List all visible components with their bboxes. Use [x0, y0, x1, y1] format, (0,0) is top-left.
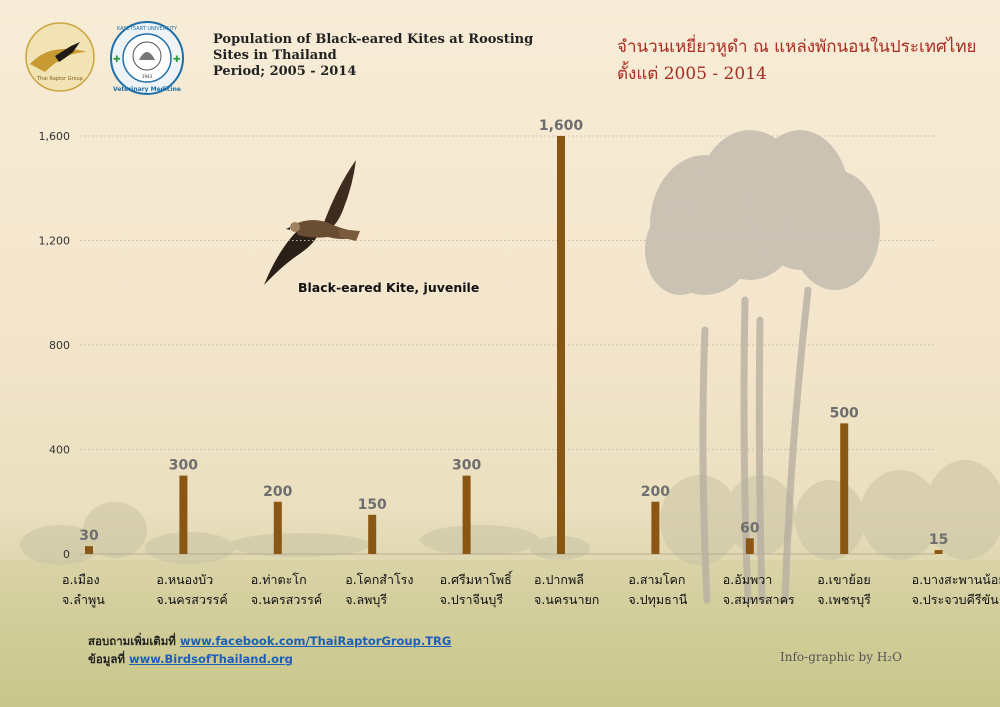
x-tick-label: อ.เมือง	[62, 572, 100, 587]
svg-text:✚: ✚	[113, 55, 121, 65]
value-label: 300	[169, 458, 198, 474]
x-tick-label: จ.ลพบุรี	[345, 592, 387, 608]
value-label: 1,600	[539, 118, 584, 134]
bar	[840, 423, 849, 554]
y-tick-label: 1,600	[39, 130, 71, 143]
bar	[85, 546, 93, 554]
title-en-line-1: Population of Black-eared Kites at Roost…	[213, 32, 534, 47]
x-tick-label: จ.ปทุมธานี	[628, 592, 687, 608]
value-label: 500	[830, 405, 859, 421]
infographic-credit: Info-graphic by H₂O	[780, 650, 902, 664]
bar	[368, 514, 377, 554]
x-tick-label: จ.นครนายก	[534, 592, 599, 607]
bar	[557, 136, 565, 554]
x-tick-label: อ.หนองบัว	[156, 572, 213, 587]
y-tick-label: 1,200	[39, 235, 71, 248]
birds-of-thailand-link[interactable]: www.BirdsofThailand.org	[129, 652, 293, 666]
svg-text:Thai Raptor Group: Thai Raptor Group	[36, 76, 83, 82]
value-label: 200	[263, 484, 292, 500]
gridlines	[80, 135, 935, 555]
svg-text:1943: 1943	[142, 74, 153, 79]
x-axis: อ.เมืองจ.ลำพูน อ.หนองบัวจ.นครสวรรค์ อ.ท่าต…	[62, 570, 1000, 608]
bars	[85, 136, 943, 554]
value-label: 60	[740, 520, 760, 536]
x-tick-label: อ.อัมพวา	[723, 572, 773, 587]
kasetsart-university-logo: KASETSART UNIVERSITY Veterinary Medicine…	[110, 21, 184, 95]
x-tick-label: จ.นครสวรรค์	[156, 592, 227, 607]
title-en-line-3: Period; 2005 - 2014	[213, 64, 357, 79]
x-tick-label: จ.ปราจีนบุรี	[440, 592, 504, 608]
title-th-line-1: จำนวนเหยี่ยวหูดำ ณ แหล่งพักนอนในประเทศไท…	[617, 37, 977, 57]
bar	[462, 475, 471, 554]
y-axis: 0 400 800 1,200 1,600	[39, 130, 71, 561]
title-english: Population of Black-eared Kites at Roost…	[213, 32, 533, 80]
x-tick-label: อ.บางสะพานน้อย	[912, 572, 1000, 587]
bar	[934, 550, 943, 554]
title-thai: จำนวนเหยี่ยวหูดำ ณ แหล่งพักนอนในประเทศไท…	[617, 34, 992, 88]
value-label: 15	[929, 532, 948, 548]
x-tick-label: จ.สมุทรสาคร	[723, 592, 795, 608]
thai-raptor-group-logo: Thai Raptor Group	[25, 22, 95, 92]
photo-caption: Black-eared Kite, juvenile	[298, 280, 480, 295]
x-tick-label: จ.ประจวบคีรีขันธ์	[912, 592, 1000, 607]
title-th-line-2: ตั้งแต่ 2005 - 2014	[617, 64, 767, 84]
bar	[651, 501, 660, 554]
x-tick-label: อ.โคกสำโรง	[345, 572, 413, 587]
value-label: 150	[358, 497, 387, 513]
svg-text:✚: ✚	[173, 55, 181, 65]
black-eared-kite-photo	[264, 160, 360, 285]
x-tick-label: จ.เพชรบุรี	[817, 592, 871, 608]
x-tick-label: อ.เขาย้อย	[817, 572, 870, 587]
y-tick-label: 800	[49, 339, 70, 352]
svg-text:KASETSART UNIVERSITY: KASETSART UNIVERSITY	[117, 26, 178, 32]
title-en-line-2: Sites in Thailand	[213, 48, 337, 63]
value-label: 300	[452, 458, 481, 474]
y-tick-label: 0	[63, 548, 70, 561]
value-labels: 30 300 200 150 300 1,600 200 60 500 15	[79, 118, 948, 548]
facebook-link[interactable]: www.facebook.com/ThaiRaptorGroup.TRG	[179, 634, 452, 648]
data-source-label: ข้อมูลที่	[88, 652, 125, 666]
value-label: 30	[79, 528, 99, 544]
footer: สอบถามเพิ่มเติมที่ www.facebook.com/Thai…	[88, 632, 451, 668]
bar	[745, 538, 754, 554]
x-tick-label: อ.ศรีมหาโพธิ์	[440, 570, 514, 587]
x-tick-label: อ.ท่าตะโก	[251, 572, 307, 587]
value-label: 200	[641, 484, 670, 500]
x-tick-label: จ.นครสวรรค์	[251, 592, 322, 607]
more-info-label: สอบถามเพิ่มเติมที่	[88, 634, 176, 648]
x-tick-label: จ.ลำพูน	[62, 592, 105, 608]
y-tick-label: 400	[49, 444, 70, 457]
bar	[273, 501, 282, 554]
x-tick-label: อ.สามโคก	[628, 572, 685, 587]
svg-text:Veterinary Medicine: Veterinary Medicine	[113, 86, 181, 93]
bar	[179, 475, 188, 554]
x-tick-label: อ.ปากพลี	[534, 572, 584, 587]
